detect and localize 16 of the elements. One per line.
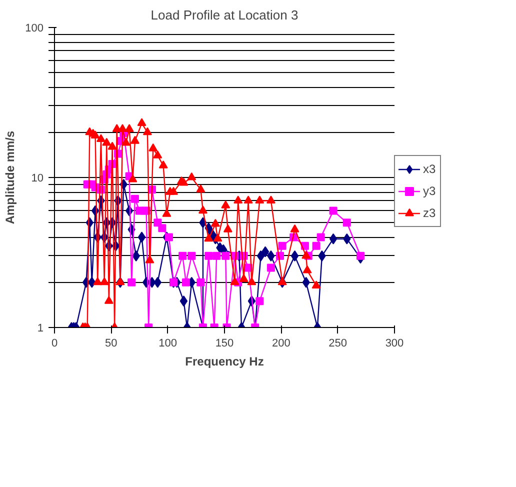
legend-label: y3 — [423, 184, 437, 198]
x-tick-label: 150 — [215, 338, 234, 350]
y-tick-label: 100 — [25, 22, 44, 34]
x-tick-label: 250 — [328, 338, 348, 350]
x-axis-title: Frequency Hz — [185, 354, 264, 368]
x-tick-label: 300 — [385, 338, 404, 350]
y-axis-title: Amplitude mm/s — [3, 130, 18, 224]
y-tick-label: 10 — [31, 172, 44, 184]
legend-label: x3 — [423, 162, 437, 176]
x-tick-label: 0 — [51, 338, 58, 350]
legend-label: z3 — [423, 206, 437, 220]
x-tick-label: 50 — [105, 338, 118, 350]
chart-title: Load Profile at Location 3 — [150, 8, 298, 22]
x-tick-label: 100 — [158, 338, 178, 350]
x-tick-label: 200 — [272, 338, 290, 350]
y-tick-label: 1 — [37, 322, 44, 334]
